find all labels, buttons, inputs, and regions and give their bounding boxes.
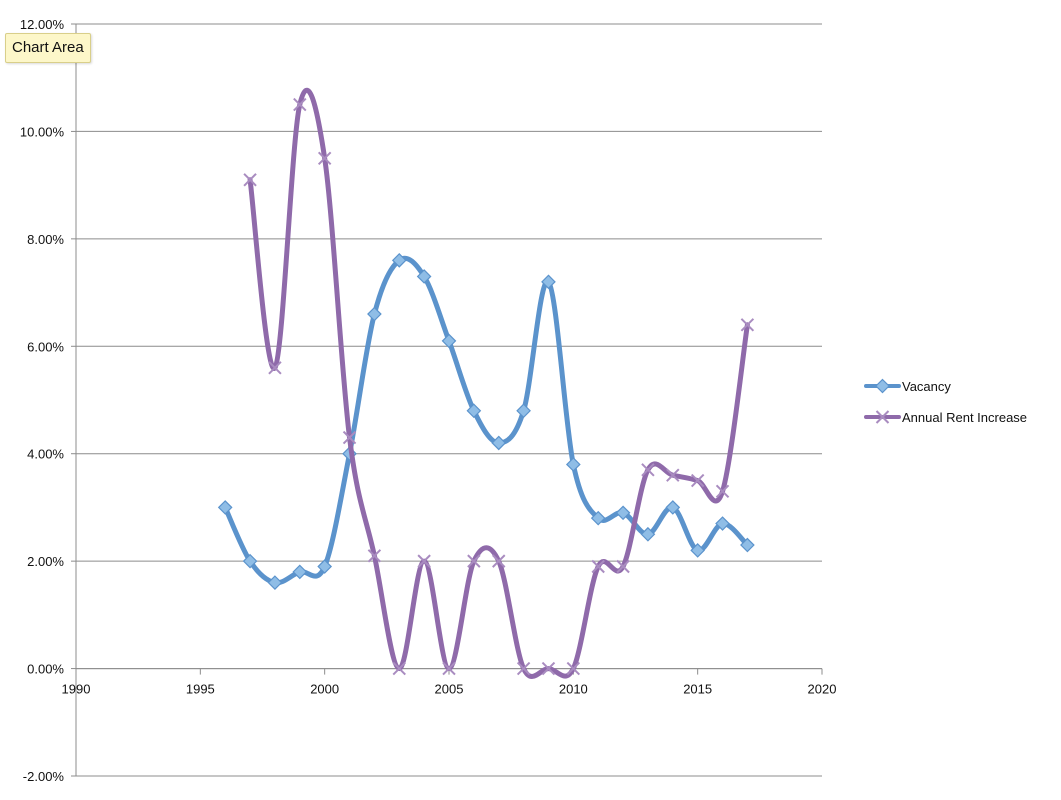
data-point-vacancy	[690, 543, 706, 558]
data-point-vacancy	[217, 500, 233, 515]
series-vacancy	[217, 252, 755, 590]
data-point-vacancy	[491, 435, 507, 451]
marker-stroke	[392, 661, 406, 676]
data-point-annual-rent-increase	[690, 473, 705, 488]
y-tick-label: 10.00%	[20, 124, 65, 139]
marker-stroke	[442, 661, 456, 676]
data-point-annual-rent-increase	[367, 549, 382, 563]
data-point-annual-rent-increase	[566, 661, 581, 676]
marker-stroke	[715, 484, 730, 499]
data-point-vacancy	[466, 403, 482, 419]
y-tick-label: -2.00%	[23, 769, 65, 784]
legend-marker-annual-rent-increase	[875, 410, 890, 424]
data-point-vacancy	[715, 516, 730, 531]
data-point-vacancy	[615, 505, 631, 521]
marker-stroke	[690, 473, 705, 488]
y-tick-label: 8.00%	[27, 232, 64, 247]
marker-stroke	[268, 361, 282, 375]
data-point-vacancy	[441, 333, 457, 349]
data-point-annual-rent-increase	[541, 661, 556, 676]
marker-stroke	[541, 661, 556, 676]
data-point-vacancy	[317, 559, 333, 574]
data-point-annual-rent-increase	[715, 484, 730, 499]
data-point-vacancy	[267, 575, 283, 590]
data-point-annual-rent-increase	[442, 661, 456, 676]
x-tick-label: 2000	[310, 682, 339, 697]
data-point-annual-rent-increase	[243, 173, 257, 187]
marker-stroke	[467, 554, 481, 568]
data-point-vacancy	[740, 537, 755, 553]
marker-stroke	[492, 554, 506, 568]
chart-area-tooltip: Chart Area	[5, 33, 91, 63]
data-point-annual-rent-increase	[417, 554, 431, 568]
x-tick-label: 2010	[559, 682, 588, 697]
data-point-vacancy	[292, 564, 308, 580]
data-point-vacancy	[391, 252, 407, 268]
data-point-annual-rent-increase	[516, 661, 531, 676]
data-point-annual-rent-increase	[666, 468, 680, 482]
data-point-vacancy	[590, 510, 606, 526]
data-point-vacancy	[416, 269, 432, 284]
data-point-annual-rent-increase	[492, 554, 506, 568]
data-point-annual-rent-increase	[392, 661, 406, 676]
marker-stroke	[740, 318, 755, 332]
legend-marker-vacancy	[875, 378, 890, 394]
marker-stroke	[875, 410, 890, 424]
marker-stroke	[616, 559, 630, 574]
data-point-annual-rent-increase	[317, 151, 332, 165]
series-annual-rent-increase	[243, 87, 755, 679]
data-point-annual-rent-increase	[268, 361, 282, 375]
data-point-vacancy	[541, 274, 556, 290]
marker-stroke	[293, 97, 307, 112]
marker-stroke	[566, 661, 581, 676]
y-tick-label: 0.00%	[27, 662, 64, 677]
legend-label: Vacancy	[902, 379, 951, 394]
y-tick-label: 4.00%	[27, 447, 64, 462]
data-point-vacancy	[242, 553, 258, 569]
legend[interactable]: Vacancy Annual Rent Increase	[864, 378, 1027, 425]
legend-item-vacancy: Vacancy	[864, 378, 951, 394]
y-tick-label: 12.00%	[20, 17, 65, 32]
legend-label: Annual Rent Increase	[902, 410, 1027, 425]
data-point-annual-rent-increase	[641, 463, 655, 477]
data-point-vacancy	[640, 526, 656, 542]
x-tick-label: 1995	[186, 682, 215, 697]
legend-item-annual-rent-increase: Annual Rent Increase	[864, 410, 1027, 425]
marker-stroke	[591, 559, 605, 574]
marker-stroke	[516, 661, 531, 676]
data-point-annual-rent-increase	[591, 559, 605, 574]
y-tick-label: 2.00%	[27, 554, 64, 569]
y-tick-label: 6.00%	[27, 339, 64, 354]
data-point-vacancy	[516, 403, 531, 419]
marker-stroke	[417, 554, 431, 568]
x-tick-label: 1990	[62, 682, 91, 697]
axes: -2.00% 0.00% 2.00% 4.00% 6.00% 8.00% 10.00% 12.…	[20, 17, 837, 784]
marker-stroke	[243, 173, 257, 187]
data-point-annual-rent-increase	[467, 554, 481, 568]
series-layer	[217, 87, 755, 679]
marker-stroke	[317, 151, 332, 165]
data-point-vacancy	[367, 306, 382, 322]
data-point-annual-rent-increase	[740, 318, 755, 332]
marker-stroke	[367, 549, 382, 563]
data-point-vacancy	[665, 500, 681, 515]
data-point-annual-rent-increase	[616, 559, 630, 574]
marker-stroke	[666, 468, 680, 482]
x-tick-label: 2015	[683, 682, 712, 697]
data-point-annual-rent-increase	[293, 97, 307, 112]
marker-stroke	[641, 463, 655, 477]
data-point-vacancy	[565, 457, 581, 472]
marker-stroke	[342, 430, 357, 445]
data-point-annual-rent-increase	[342, 430, 357, 445]
x-tick-label: 2020	[808, 682, 837, 697]
x-tick-label: 2005	[435, 682, 464, 697]
